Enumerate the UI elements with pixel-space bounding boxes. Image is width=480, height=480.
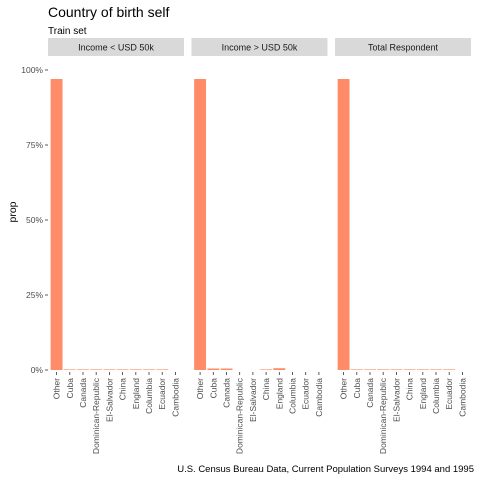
- facet-panel: Total Respondent Other Cuba Canada Dominican…: [335, 38, 471, 454]
- bar: [350, 369, 363, 370]
- x-tick-label: Ecuador: [301, 378, 311, 410]
- bar: [63, 369, 76, 370]
- x-tick-label: Cambodia: [314, 378, 324, 417]
- facet-panel: Income < USD 50k Other Cuba Canada Dominican…: [48, 38, 184, 454]
- bar: [390, 369, 403, 370]
- facet-strip: [48, 38, 184, 56]
- x-tick-label: Columbia: [431, 378, 441, 414]
- x-tick-label: Columbia: [144, 378, 154, 414]
- x-tick-label: Cuba: [208, 378, 218, 399]
- facet-strip-label: Total Respondent: [368, 43, 439, 53]
- bar: [260, 369, 273, 370]
- facet-strip-label: Income > USD 50k: [222, 43, 298, 53]
- y-axis-title: prop: [7, 201, 19, 222]
- x-tick-label: Ecuador: [157, 378, 167, 410]
- x-tick-label: England: [131, 378, 141, 409]
- x-tick-label: Cuba: [65, 378, 75, 399]
- facet-strip: [191, 38, 328, 56]
- bar: [430, 369, 442, 370]
- bar: [337, 79, 350, 370]
- facet-strip-label: Income < USD 50k: [78, 43, 154, 53]
- chart-subtitle: Train set: [48, 26, 87, 37]
- x-tick-label: El-Salvador: [104, 378, 114, 422]
- bar: [50, 79, 63, 370]
- x-tick-label: Other: [52, 378, 62, 399]
- x-tick-label: El-Salvador: [248, 378, 258, 422]
- x-tick-label: China: [261, 378, 271, 400]
- x-tick-label: Dominican-Republic: [378, 377, 388, 454]
- x-tick-label: England: [418, 378, 428, 409]
- x-tick-label: Dominican-Republic: [91, 377, 101, 454]
- y-tick-label: 75%: [26, 140, 43, 150]
- x-tick-label: Canada: [365, 378, 375, 408]
- x-tick-label: Other: [339, 378, 349, 399]
- y-tick-label: 100%: [21, 65, 43, 75]
- bar: [416, 369, 429, 370]
- bar: [156, 369, 169, 370]
- bar: [220, 368, 233, 370]
- y-tick-label: 0%: [31, 365, 44, 375]
- bar: [116, 369, 129, 370]
- bar: [364, 369, 376, 370]
- x-tick-label: Cuba: [352, 378, 362, 399]
- bar: [129, 369, 142, 370]
- x-tick-label: China: [118, 378, 128, 400]
- bar: [90, 369, 103, 370]
- x-tick-label: El-Salvador: [391, 378, 401, 422]
- x-tick-label: Cambodia: [457, 378, 467, 417]
- bar: [103, 369, 116, 370]
- x-tick-label: Columbia: [288, 378, 298, 414]
- bar: [207, 368, 220, 370]
- bar: [273, 368, 286, 370]
- bar: [194, 79, 207, 370]
- x-tick-label: Ecuador: [444, 378, 454, 410]
- bar: [77, 369, 89, 370]
- x-tick-label: Canada: [221, 378, 231, 408]
- x-tick-label: England: [274, 378, 284, 409]
- y-axis: 0% 25% 50% 75% 100%: [21, 65, 48, 375]
- x-tick-label: Dominican-Republic: [235, 377, 245, 454]
- x-tick-label: China: [405, 378, 415, 400]
- facet-strip: [335, 38, 471, 56]
- chart-caption: U.S. Census Bureau Data, Current Populat…: [177, 464, 474, 475]
- x-tick-label: Cambodia: [170, 378, 180, 417]
- x-tick-label: Canada: [78, 378, 88, 408]
- bar: [403, 369, 416, 370]
- facet-panel: Income > USD 50k Other Cuba Canada Dominican…: [191, 38, 328, 454]
- chart-title: Country of birth self: [48, 4, 169, 20]
- y-tick-label: 50%: [26, 215, 43, 225]
- y-tick-label: 25%: [26, 290, 43, 300]
- bar: [443, 369, 456, 370]
- x-tick-label: Other: [195, 378, 205, 399]
- bar: [143, 369, 155, 370]
- bar: [377, 369, 390, 370]
